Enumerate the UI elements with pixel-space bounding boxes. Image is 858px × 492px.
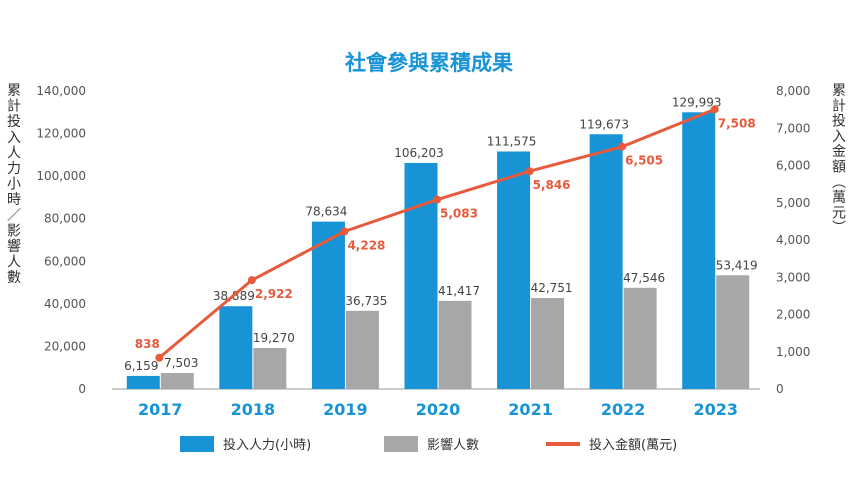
- category-label: 2022: [601, 400, 646, 419]
- bar-people-label: 41,417: [438, 284, 480, 298]
- legend-swatch: [384, 436, 418, 452]
- bar-people: [160, 373, 194, 389]
- bar-people-label: 47,546: [623, 271, 665, 285]
- line-point-label: 838: [135, 337, 160, 351]
- right-tick-label: 8,000: [776, 84, 810, 98]
- category-label: 2019: [323, 400, 368, 419]
- bar-people-label: 36,735: [345, 294, 387, 308]
- right-axis-title: 累計投入金額︵萬元︶: [832, 83, 846, 237]
- bar-hours-label: 78,634: [305, 205, 347, 219]
- line-point-label: 2,922: [255, 287, 293, 301]
- bar-hours: [219, 306, 253, 389]
- right-tick-label: 5,000: [776, 196, 810, 210]
- bar-hours-label: 111,575: [487, 135, 537, 149]
- legend-label: 影響人數: [427, 437, 479, 453]
- bar-hours-label: 129,993: [672, 95, 722, 109]
- line-point: [247, 276, 256, 285]
- left-tick-label: 120,000: [36, 127, 86, 141]
- right-tick-label: 4,000: [776, 233, 810, 247]
- right-axis-title-text: 累計投入金額︵萬元︶: [832, 83, 846, 237]
- left-axis-title: 累計投入人力小時／影響人數: [7, 83, 21, 286]
- left-tick-label: 60,000: [44, 254, 86, 268]
- legend-swatch: [180, 436, 214, 452]
- legend-swatch: [546, 442, 580, 446]
- bar-hours-label: 6,159: [124, 359, 158, 373]
- left-axis: 0 20,000 40,000 60,000 80,000 100,000 120,000 1…: [36, 84, 86, 396]
- line-point: [433, 195, 441, 204]
- left-tick-label: 40,000: [44, 297, 86, 311]
- line-point: [525, 167, 534, 176]
- line-point-label: 6,505: [625, 154, 663, 168]
- right-tick-label: 2,000: [776, 308, 810, 322]
- left-tick-label: 20,000: [44, 339, 86, 353]
- right-tick-label: 1,000: [776, 345, 810, 359]
- bar-hours: [682, 112, 716, 390]
- line-point: [155, 353, 164, 362]
- bar-people: [253, 347, 287, 389]
- right-tick-label: 3,000: [776, 270, 810, 284]
- bar-people-label: 42,751: [531, 281, 573, 295]
- line-point-label: 7,508: [718, 116, 756, 130]
- bar-hours: [126, 375, 160, 389]
- bar-hours-label: 119,673: [579, 117, 629, 131]
- left-tick-label: 140,000: [36, 84, 86, 98]
- line-series-group: 838 2,922 4,228 5,083 5,846 6,505 7,508: [135, 105, 756, 362]
- legend: 投入人力(小時) 影響人數 投入金額(萬元): [180, 436, 677, 453]
- left-tick-label: 100,000: [36, 169, 86, 183]
- bar-people: [623, 287, 657, 389]
- bar-people-label: 53,419: [716, 258, 758, 272]
- category-label: 2018: [231, 400, 276, 419]
- line-point-label: 4,228: [347, 239, 385, 253]
- bar-people-label: 19,270: [253, 331, 295, 345]
- line-point: [340, 227, 349, 236]
- chart-title: 社會參與累積成果: [344, 51, 513, 75]
- bar-people: [438, 300, 472, 389]
- right-tick-label: 0: [776, 382, 784, 396]
- category-label: 2020: [416, 400, 461, 419]
- bar-hours: [497, 151, 531, 389]
- bars-group: 6,159 7,50338,88919,27078,63436,735106,20…: [124, 95, 758, 390]
- bar-hours-label: 106,203: [394, 146, 444, 160]
- line-point-label: 5,083: [440, 207, 478, 221]
- left-tick-label: 0: [78, 382, 86, 396]
- right-tick-label: 6,000: [776, 159, 810, 173]
- category-label: 2017: [138, 400, 183, 419]
- right-tick-label: 7,000: [776, 121, 810, 135]
- line-point: [618, 142, 627, 151]
- left-tick-label: 80,000: [44, 212, 86, 226]
- bar-hours: [311, 221, 345, 389]
- left-axis-title-text: 累計投入人力小時／影響人數: [7, 83, 21, 286]
- line-point: [710, 105, 719, 114]
- bar-hours: [589, 134, 623, 389]
- legend-label: 投入人力(小時): [223, 437, 311, 453]
- category-label: 2023: [693, 400, 738, 419]
- bar-people-label: 7,503: [164, 356, 198, 370]
- bar-hours: [404, 162, 438, 389]
- legend-label: 投入金額(萬元): [589, 437, 677, 453]
- bar-people: [716, 275, 750, 389]
- line-point-label: 5,846: [533, 178, 571, 192]
- category-labels: 2017 2018 2019 2020 2021 2022 2023: [138, 400, 738, 419]
- bar-people: [345, 310, 379, 389]
- right-axis: 0 1,000 2,000 3,000 4,000 5,000 6,000 7,000 8,00…: [776, 84, 810, 396]
- bar-people: [531, 298, 565, 389]
- category-label: 2021: [508, 400, 553, 419]
